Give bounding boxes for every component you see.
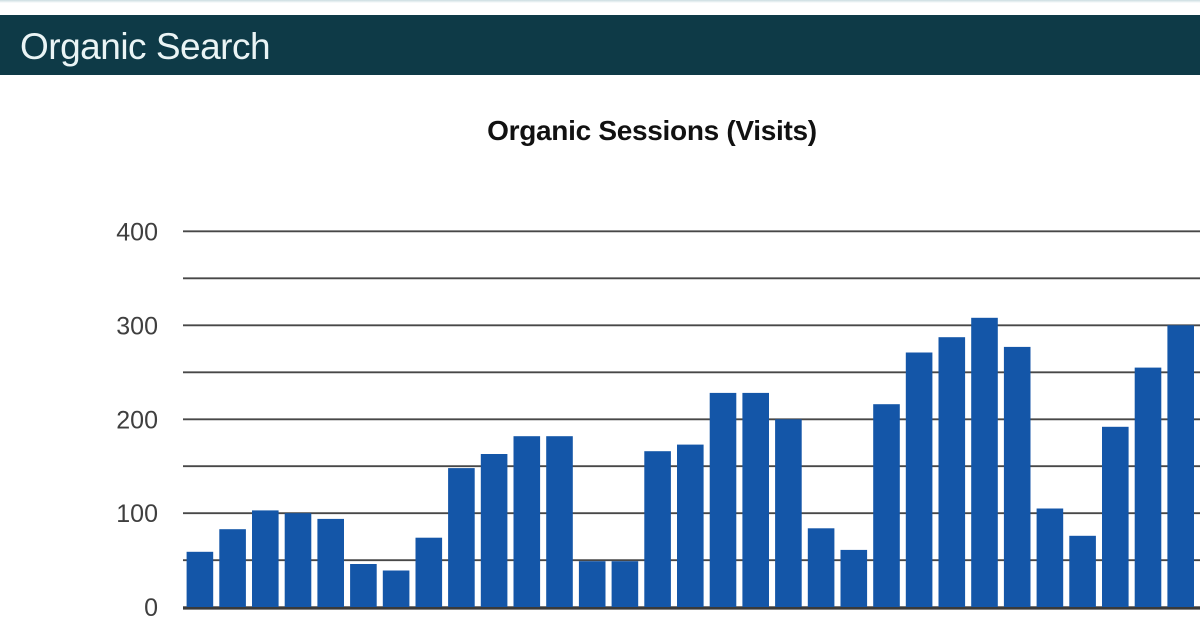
svg-text:300: 300	[116, 312, 158, 340]
svg-text:200: 200	[116, 406, 158, 434]
svg-text:100: 100	[116, 500, 158, 528]
svg-text:0: 0	[144, 594, 158, 621]
svg-text:400: 400	[116, 218, 158, 246]
